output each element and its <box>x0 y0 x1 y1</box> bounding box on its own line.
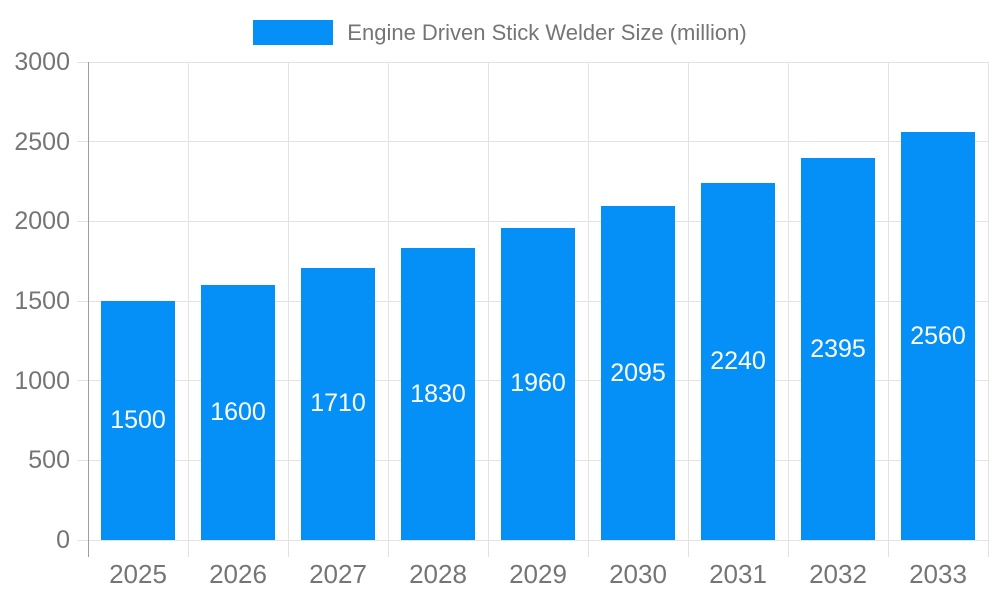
x-axis-label: 2027 <box>309 559 367 589</box>
bar-value-label: 1500 <box>110 406 166 434</box>
y-axis-label: 3000 <box>14 48 70 76</box>
x-gridline <box>987 62 989 557</box>
bar: 2395 <box>801 158 875 540</box>
y-axis-label: 1500 <box>14 287 70 315</box>
x-gridline <box>187 62 189 557</box>
bar: 2095 <box>601 206 675 540</box>
x-gridline <box>387 62 389 557</box>
bar: 1960 <box>501 227 575 540</box>
y-gridline <box>77 141 988 143</box>
x-axis-label: 2033 <box>909 559 967 589</box>
x-gridline <box>487 62 489 557</box>
bar-value-label: 2240 <box>710 347 766 376</box>
y-axis-label: 500 <box>28 446 70 475</box>
bar: 1600 <box>201 285 275 540</box>
bar: 1500 <box>101 301 175 540</box>
bar: 1710 <box>301 267 375 540</box>
x-gridline <box>887 62 889 557</box>
y-axis-label: 1000 <box>14 366 70 395</box>
x-axis-label: 2030 <box>609 559 667 589</box>
legend-swatch <box>253 20 334 45</box>
y-gridline <box>77 220 988 222</box>
x-axis-label: 2032 <box>809 559 867 589</box>
bar-value-label: 2560 <box>910 321 966 350</box>
x-gridline <box>287 62 289 557</box>
y-axis-label: 0 <box>56 526 70 554</box>
bar-value-label: 2395 <box>810 334 866 363</box>
y-axis-line <box>87 62 89 557</box>
y-axis-label: 2500 <box>14 127 70 156</box>
x-axis-label: 2026 <box>209 559 267 589</box>
x-gridline <box>587 62 589 557</box>
x-axis-label: 2031 <box>709 559 767 589</box>
x-gridline <box>687 62 689 557</box>
x-gridline <box>787 62 789 557</box>
legend-label: Engine Driven Stick Welder Size (million… <box>347 19 747 45</box>
bar: 2240 <box>701 183 775 540</box>
bar-value-label: 1960 <box>510 369 566 398</box>
bar: 2560 <box>901 132 975 540</box>
x-axis-label: 2028 <box>409 559 467 589</box>
legend: Engine Driven Stick Welder Size (million… <box>0 19 1000 46</box>
bar: 1830 <box>401 248 475 540</box>
bar-value-label: 1710 <box>310 389 366 418</box>
x-axis-label: 2029 <box>509 559 567 589</box>
y-gridline <box>77 61 988 63</box>
y-axis-label: 2000 <box>14 207 70 236</box>
bar-value-label: 1600 <box>210 398 266 427</box>
plot-area: 1500 1600 1710 1830 1960 2095 2240 2395 2560 <box>77 61 989 557</box>
y-gridline <box>77 539 988 541</box>
bar-value-label: 1830 <box>410 379 466 408</box>
x-axis-label: 2025 <box>109 559 167 589</box>
bar-value-label: 2095 <box>610 358 666 387</box>
